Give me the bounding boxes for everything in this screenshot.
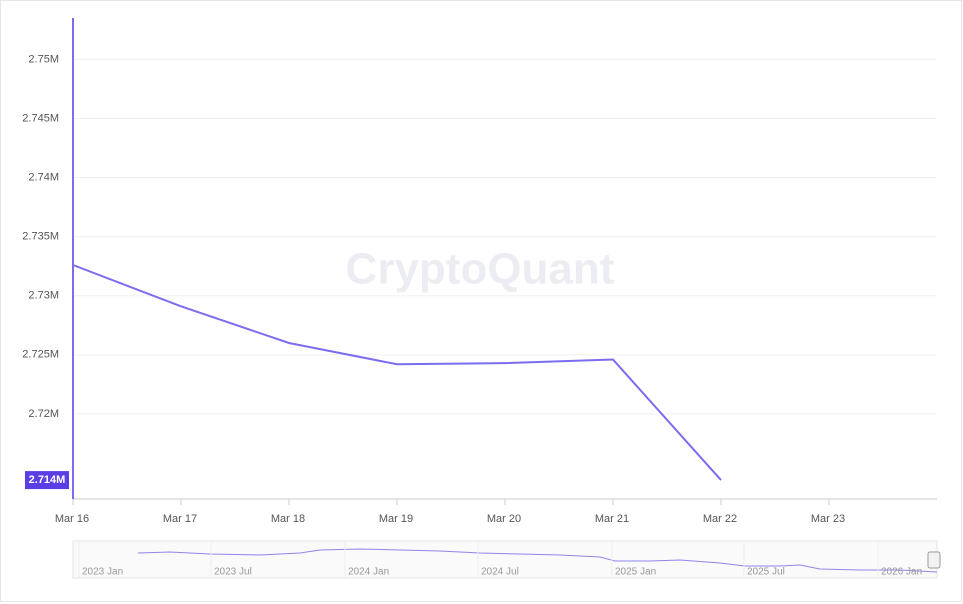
y-tick-label: 2.745M	[22, 112, 59, 124]
navigator-line	[137, 548, 938, 573]
y-tick-label: 2.735M	[22, 231, 59, 243]
y-tick-label: 2.72M	[28, 408, 59, 420]
x-tick-label: Mar 20	[487, 513, 521, 525]
x-tick-label: Mar 21	[595, 513, 629, 525]
x-tick-label: Mar 17	[163, 513, 197, 525]
navigator-handle[interactable]	[927, 551, 941, 569]
line	[72, 264, 722, 481]
navigator-label: 2024 Jan	[348, 567, 389, 578]
navigator-label: 2023 Jul	[214, 567, 252, 578]
navigator-label: 2026 Jan	[881, 567, 922, 578]
x-tick-label: Mar 18	[271, 513, 305, 525]
current-value-box	[25, 471, 69, 490]
x-tick-label: Mar 23	[811, 513, 845, 525]
navigator-label: 2023 Jan	[82, 567, 123, 578]
y-tick-label: 2.75M	[28, 53, 59, 65]
navigator-label: 2024 Jul	[481, 567, 519, 578]
y-tick-label: 2.74M	[28, 171, 59, 183]
y-tick-label: 2.73M	[28, 290, 59, 302]
navigator-label: 2025 Jan	[615, 567, 656, 578]
x-tick-label: Mar 16	[55, 513, 89, 525]
current-value-label: 2.714M	[29, 474, 66, 486]
navigator[interactable]: 2023 Jan 2023 Jul 2024 Jan 2024 Jul 2025 Jan…	[72, 540, 941, 579]
navigator-box	[72, 540, 938, 579]
x-tick-label: Mar 19	[379, 513, 413, 525]
x-tick-label: Mar 22	[703, 513, 737, 525]
y-tick-label: 2.725M	[22, 349, 59, 361]
watermark: CryptoQuant	[346, 245, 615, 294]
navigator-label: 2025 Jul	[747, 567, 785, 578]
